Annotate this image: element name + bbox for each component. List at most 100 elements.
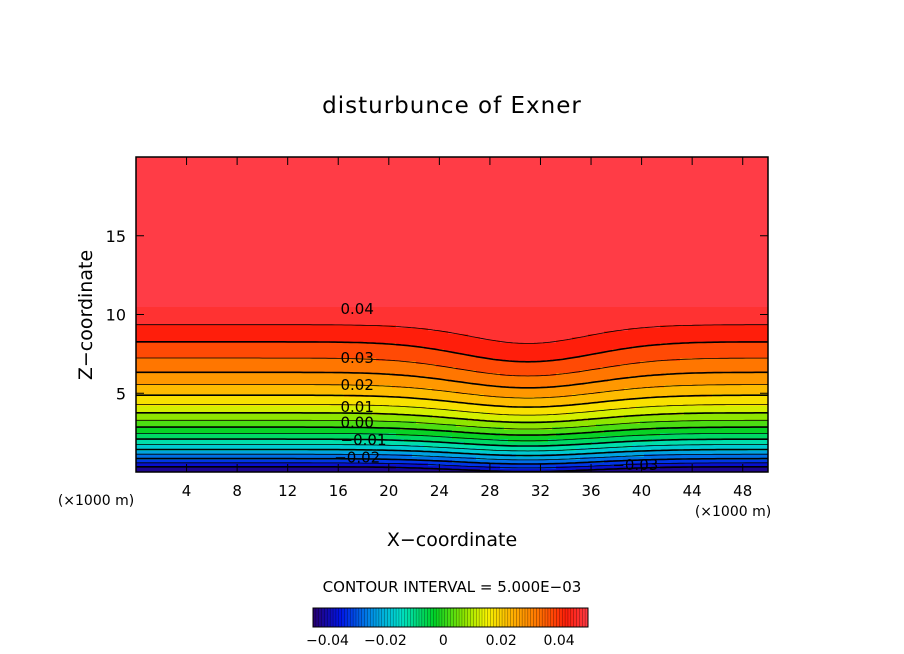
contour-band-cell — [412, 163, 417, 167]
contour-band-cell — [580, 163, 585, 167]
contour-band-cell — [396, 160, 401, 164]
contour-band-cell — [436, 169, 441, 173]
contour-band-cell — [240, 157, 245, 161]
contour-band-cell — [596, 169, 601, 173]
contour-band-cell — [224, 175, 229, 179]
contour-band-cell — [512, 169, 517, 173]
contour-band-cell — [672, 157, 677, 161]
contour-band-cell — [320, 160, 325, 164]
contour-band-cell — [252, 163, 257, 167]
contour-band-cell — [588, 157, 593, 161]
contour-band-cell — [516, 172, 521, 176]
contour-band-cell — [440, 163, 445, 167]
contour-band-cell — [284, 157, 289, 161]
contour-band-cell — [540, 172, 545, 176]
contour-band-cell — [332, 175, 337, 179]
contour-band-cell — [684, 169, 689, 173]
contour-band-cell — [200, 163, 205, 167]
contour-band-cell — [552, 157, 557, 161]
contour-band-cell — [512, 157, 517, 161]
contour-band-cell — [264, 157, 269, 161]
contour-band-cell — [448, 172, 453, 176]
contour-band-cell — [448, 163, 453, 167]
contour-band-cell — [684, 172, 689, 176]
contour-band-cell — [732, 169, 737, 173]
contour-band-cell — [744, 160, 749, 164]
contour-band-cell — [512, 172, 517, 176]
contour-band-cell — [696, 157, 701, 161]
contour-band-cell — [172, 166, 177, 170]
contour-band-cell — [140, 175, 145, 179]
contour-band-cell — [208, 175, 213, 179]
contour-band-cell — [428, 160, 433, 164]
contour-band-cell — [452, 166, 457, 170]
contour-band-cell — [428, 172, 433, 176]
contour-band-cell — [160, 172, 165, 176]
contour-band-cell — [724, 160, 729, 164]
contour-band-cell — [280, 157, 285, 161]
contour-band-cell — [764, 172, 768, 176]
contour-band-cell — [232, 160, 237, 164]
contour-band-cell — [248, 163, 253, 167]
contour-band-cell — [220, 172, 225, 176]
contour-band-cell — [244, 163, 249, 167]
contour-band-cell — [264, 163, 269, 167]
contour-band-cell — [480, 166, 485, 170]
contour-band-cell — [464, 160, 469, 164]
contour-band-cell — [696, 172, 701, 176]
contour-band-cell — [356, 166, 361, 170]
contour-band-cell — [496, 157, 501, 161]
contour-band-cell — [732, 160, 737, 164]
contour-band-cell — [748, 166, 753, 170]
contour-band-cell — [640, 169, 645, 173]
contour-band-cell — [656, 160, 661, 164]
contour-band-cell — [484, 172, 489, 176]
contour-band-cell — [188, 157, 193, 161]
contour-band-cell — [144, 166, 149, 170]
contour-band-cell — [308, 160, 313, 164]
contour-band-cell — [648, 172, 653, 176]
contour-band-cell — [252, 172, 257, 176]
contour-band-cell — [700, 160, 705, 164]
contour-band-cell — [344, 166, 349, 170]
contour-band-cell — [332, 166, 337, 170]
contour-band-cell — [272, 163, 277, 167]
contour-band-cell — [660, 172, 665, 176]
contour-band-cell — [584, 169, 589, 173]
contour-band-cell — [560, 160, 565, 164]
contour-band-cell — [136, 172, 141, 176]
contour-band-cell — [176, 166, 181, 170]
contour-band-cell — [340, 172, 345, 176]
contour-band-cell — [188, 172, 193, 176]
contour-band-cell — [376, 160, 381, 164]
contour-band-cell — [316, 160, 321, 164]
contour-band-cell — [752, 160, 757, 164]
contour-band-cell — [224, 157, 229, 161]
contour-band-cell — [460, 160, 465, 164]
contour-band-cell — [452, 160, 457, 164]
contour-band-cell — [584, 166, 589, 170]
contour-band-cell — [560, 166, 565, 170]
filled-contour-bands — [136, 157, 768, 472]
contour-band-cell — [136, 157, 141, 161]
contour-band-cell — [624, 163, 629, 167]
contour-band-cell — [516, 163, 521, 167]
contour-band-cell — [320, 163, 325, 167]
contour-band-cell — [392, 175, 397, 179]
contour-band-cell — [600, 172, 605, 176]
contour-band-cell — [764, 169, 768, 173]
contour-band-cell — [748, 172, 753, 176]
contour-band-cell — [212, 166, 217, 170]
contour-band-cell — [404, 163, 409, 167]
contour-band-cell — [296, 157, 301, 161]
contour-band-cell — [212, 163, 217, 167]
contour-band-cell — [616, 157, 621, 161]
contour-band-cell — [468, 163, 473, 167]
contour-band-cell — [220, 166, 225, 170]
contour-band-cell — [524, 163, 529, 167]
contour-band-cell — [308, 163, 313, 167]
contour-band-cell — [336, 172, 341, 176]
contour-band-cell — [684, 166, 689, 170]
contour-band-cell — [184, 172, 189, 176]
contour-band-cell — [520, 160, 525, 164]
